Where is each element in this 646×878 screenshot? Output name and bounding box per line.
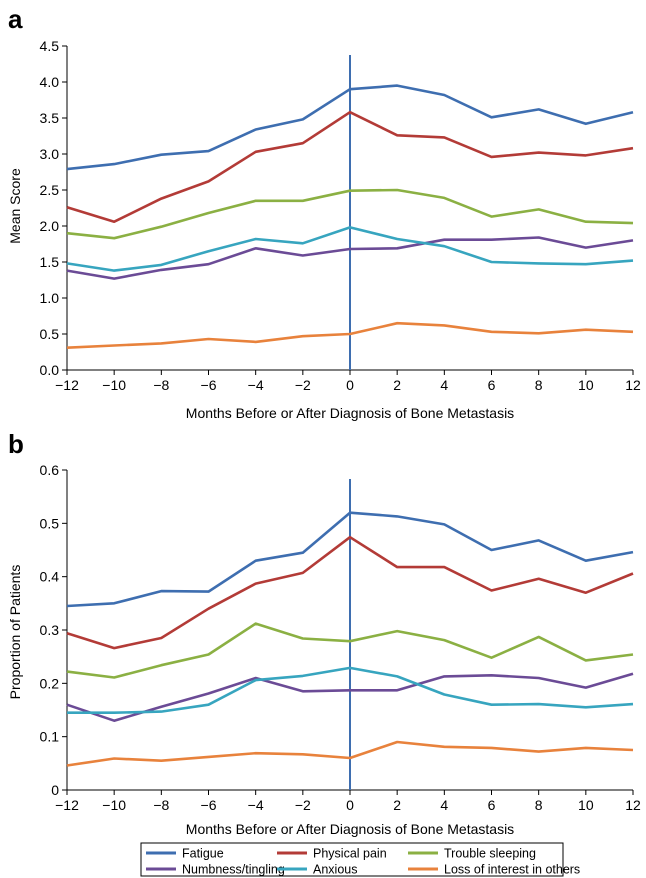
panel-a-series-fatigue [66,84,634,171]
panel-a-y-tick-label: 3.5 [40,110,60,126]
panel-b-x-axis-title: Months Before or After Diagnosis of Bone… [186,821,514,837]
panel-a-series-numbness-tingling [66,236,634,280]
panel-a-x-tick-label: 6 [488,377,496,393]
panel-a-x-tick-label: 0 [346,377,354,393]
panel-a-x-tick-label: −10 [102,377,126,393]
legend-item-fatigue: Fatigue [146,847,224,861]
panel-a-y-axis-title: Mean Score [7,168,23,244]
panel-a-y-tick-label: 1.0 [40,290,60,306]
legend-item-trouble-sleeping: Trouble sleeping [408,847,536,861]
panel-b-y-axis-title: Proportion of Patients [7,565,23,700]
panel-a-y-tick-label: 4.0 [40,74,60,90]
legend-box [140,842,564,877]
panel-b-series-fatigue [66,511,634,608]
panel-a-x-axis-title: Months Before or After Diagnosis of Bone… [186,405,514,421]
panel-a-y-tick-label: 0.5 [40,326,60,342]
panel-a-x-tick-label: −12 [55,377,79,393]
panel-b-letter: b [8,429,24,459]
panel-b-y-tick-label: 0.1 [40,729,60,745]
panel-b-x-tick-label: 0 [346,797,354,813]
panel-a-y-tick-label: 4.5 [40,38,60,54]
panel-b-y-tick-label: 0.4 [40,569,60,585]
panel-a-x-tick-label: 10 [578,377,594,393]
panel-b-x-tick-label: −12 [55,797,79,813]
legend: Fatigue Physical pain Trouble sleeping Numb… [140,842,580,877]
panel-a-series [66,55,634,370]
legend-label: Physical pain [313,847,387,861]
panel-a-x-tick-label: 8 [535,377,543,393]
panel-a-axes: 0.0 0.5 1.0 1.5 2.0 2.5 3.0 3.5 4.0 4.5 −12 −10 −8 −6… [40,38,641,393]
panel-a-chart: a 0.0 0.5 1.0 1.5 2.0 2.5 3.0 3.5 4.0 4.5 −12 −10 −8… [7,4,641,421]
panel-b-series-trouble-sleeping [66,622,634,679]
panel-a-series-loss-of-interest-in-others [66,321,634,349]
panel-b-series-physical-pain [66,535,634,650]
panel-b-axes: 0 0.1 0.2 0.3 0.4 0.5 0.6 −12 −10 −8 −6 −4 −2 0 2 4 6 8 10… [40,462,641,813]
legend-label: Anxious [313,863,357,877]
panel-b-x-tick-label: −6 [201,797,217,813]
panel-a-y-tick-label: 2.5 [40,182,60,198]
panel-b-x-tick-label: −4 [248,797,264,813]
panel-b-x-tick-label: 10 [578,797,594,813]
panel-b-x-tick-label: 6 [488,797,496,813]
panel-b-series-loss-of-interest-in-others [66,740,634,767]
panel-a-y-tick-label: 3.0 [40,146,60,162]
legend-label: Fatigue [182,847,224,861]
legend-label: Numbness/tingling [182,863,285,877]
panel-b-y-tick-label: 0.3 [40,622,60,638]
panel-b-x-tick-label: 8 [535,797,543,813]
panel-a-series-physical-pain [66,110,634,223]
panel-b-series [66,479,634,790]
panel-a-series-anxious [66,226,634,272]
panel-b-series-numbness-tingling [66,672,634,723]
panel-a-x-tick-label: 4 [440,377,448,393]
panel-a-y-tick-label: 0.0 [40,362,60,378]
panel-a-x-tick-label: −4 [248,377,264,393]
panel-b-y-tick-label: 0.5 [40,515,60,531]
panel-a-y-tick-label: 1.5 [40,254,60,270]
panel-b-series-anxious [67,666,634,715]
panel-a-letter: a [8,4,23,34]
legend-label: Loss of interest in others [444,863,580,877]
legend-item-loss-of-interest-in-others: Loss of interest in others [408,863,580,877]
panel-a-x-tick-label: −8 [153,377,169,393]
panel-b-x-tick-label: 4 [440,797,448,813]
panel-a-x-tick-label: 12 [625,377,641,393]
panel-b-y-tick-label: 0.2 [40,675,60,691]
panel-a-x-tick-label: −2 [295,377,311,393]
legend-label: Trouble sleeping [444,847,536,861]
panel-b-x-tick-label: −8 [153,797,169,813]
panel-b-chart: b 0 0.1 0.2 0.3 0.4 0.5 0.6 −12 −10 −8 −6 −4 −2 0 2 4 6 8… [7,429,641,837]
panel-a-x-tick-label: −6 [201,377,217,393]
panel-b-y-tick-label: 0.6 [40,462,60,478]
panel-b-x-tick-label: 2 [393,797,401,813]
legend-item-anxious: Anxious [277,863,357,877]
legend-item-physical-pain: Physical pain [277,847,387,861]
panel-b-x-tick-label: −2 [295,797,311,813]
legend-item-numbness-tingling: Numbness/tingling [146,863,285,877]
panel-a-y-tick-label: 2.0 [40,218,60,234]
panel-a-series-trouble-sleeping [66,188,634,240]
panel-a-x-tick-label: 2 [393,377,401,393]
legend-items: Fatigue Physical pain Trouble sleeping Numb… [146,847,580,877]
panel-b-x-tick-label: 12 [625,797,641,813]
panel-b-x-tick-label: −10 [102,797,126,813]
panel-b-y-tick-label: 0 [51,782,59,798]
